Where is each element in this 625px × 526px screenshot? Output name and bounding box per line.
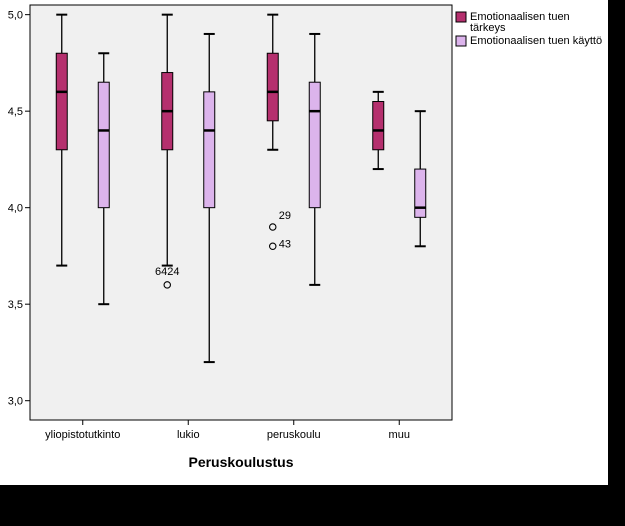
y-tick-label: 5,0 — [8, 10, 23, 22]
x-tick-label: lukio — [177, 429, 200, 441]
chart-canvas: 3,0 3,5 4,0 4,5 5,0 yliopistotutkinto lukio pe… — [0, 0, 608, 485]
outlier-label: 29 — [279, 210, 291, 222]
box-group — [372, 90, 385, 171]
outlier-label: 6424 — [155, 266, 179, 278]
box-group — [97, 52, 110, 306]
x-axis-title: Peruskoulustus — [188, 454, 293, 470]
box-group: 29 43 — [266, 13, 291, 251]
y-tick-label: 3,5 — [8, 299, 23, 311]
outlier-point — [268, 242, 277, 251]
box-iqr — [55, 52, 68, 151]
box-iqr — [414, 168, 427, 218]
legend-label: Emotionaalisen tuen käyttö — [470, 35, 602, 47]
legend-swatch — [455, 35, 467, 47]
box-group — [203, 32, 216, 364]
outlier-label: 43 — [279, 238, 291, 250]
y-tick-label: 4,0 — [8, 203, 23, 215]
box-iqr — [266, 52, 279, 122]
y-axis: 3,0 3,5 4,0 4,5 5,0 — [8, 10, 30, 408]
box-series: 6424 29 43 — [55, 13, 427, 364]
box-group — [308, 32, 321, 286]
box-group — [414, 110, 427, 248]
box-iqr — [203, 91, 216, 209]
plot-area — [29, 4, 453, 421]
outlier-point — [163, 281, 172, 289]
box-iqr — [97, 81, 110, 209]
box-iqr — [372, 101, 385, 151]
legend-label: Emotionaalisen tuen — [470, 11, 570, 23]
x-axis: yliopistotutkinto lukio peruskoulu muu — [45, 420, 410, 441]
y-tick-label: 3,0 — [8, 396, 23, 408]
boxplot-chart: 3,0 3,5 4,0 4,5 5,0 yliopistotutkinto lukio pe… — [8, 4, 602, 470]
box-group: 6424 — [155, 13, 179, 289]
box-group — [55, 13, 68, 267]
x-tick-label: muu — [389, 429, 410, 441]
x-tick-label: peruskoulu — [267, 429, 321, 441]
y-tick-label: 4,5 — [8, 106, 23, 118]
legend: Emotionaalisen tuentärkeysEmotionaalisen… — [455, 11, 602, 47]
box-iqr — [308, 81, 321, 209]
outlier-point — [268, 223, 277, 231]
legend-swatch — [455, 11, 467, 23]
legend-label: tärkeys — [470, 22, 506, 34]
x-tick-label: yliopistotutkinto — [45, 429, 120, 441]
